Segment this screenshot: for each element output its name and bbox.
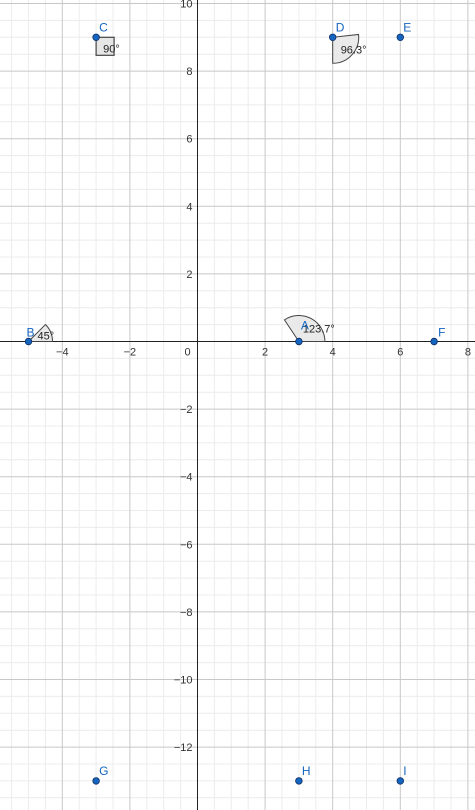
x-tick-label: 4 — [330, 347, 336, 359]
x-tick-label: −4 — [56, 347, 69, 359]
point-e[interactable] — [396, 33, 404, 41]
angle-label-d: 96.3° — [341, 44, 367, 56]
y-tick-label: −2 — [180, 404, 193, 416]
x-tick-label: 2 — [262, 347, 268, 359]
point-label-c: C — [99, 20, 108, 34]
point-a[interactable] — [295, 337, 303, 346]
point-label-b: B — [27, 326, 35, 340]
y-tick-label: −8 — [180, 607, 193, 619]
angle-label-b: 45° — [38, 331, 55, 343]
y-tick-label: 2 — [186, 269, 192, 281]
x-tick-label: 8 — [465, 347, 471, 359]
y-tick-label: −10 — [174, 675, 193, 687]
point-label-e: E — [403, 20, 411, 34]
angle-label-a: 123.7° — [303, 324, 335, 336]
point-g[interactable] — [92, 777, 100, 785]
point-d[interactable] — [329, 33, 337, 41]
y-tick-label: 4 — [186, 201, 192, 213]
x-tick-label: 6 — [397, 347, 403, 359]
y-tick-label: 10 — [180, 0, 192, 11]
point-f[interactable] — [430, 337, 438, 346]
point-label-a: A — [301, 319, 309, 333]
angle-label-c: 90° — [103, 43, 120, 55]
points[interactable]: A B C D E F G H I — [24, 20, 445, 785]
y-tick-label: 8 — [186, 66, 192, 78]
tick-labels: −4 −2 0 2 4 6 8 10 8 6 4 2 −2 −4 −6 −8 −10 −12 — [56, 0, 471, 754]
point-label-i: I — [403, 764, 406, 778]
point-label-f: F — [438, 326, 445, 340]
angle-marker-d[interactable] — [332, 33, 360, 64]
y-tick-label: −12 — [174, 742, 193, 754]
x-tick-label: −2 — [124, 347, 137, 359]
angle-marker-b[interactable] — [27, 323, 54, 342]
point-label-g: G — [99, 764, 108, 778]
point-h[interactable] — [295, 777, 303, 785]
point-c[interactable] — [92, 33, 100, 41]
x-tick-label: 0 — [184, 347, 190, 359]
y-tick-label: 6 — [186, 134, 192, 146]
point-i[interactable] — [396, 777, 404, 785]
angle-marker-a[interactable] — [283, 315, 326, 342]
point-b[interactable] — [24, 337, 33, 346]
point-label-d: D — [336, 20, 345, 34]
y-tick-label: −4 — [180, 472, 193, 484]
angle-marker-c[interactable] — [95, 36, 115, 56]
angle-markers[interactable]: 90° 96.3° 123.7° 45° — [27, 33, 367, 343]
point-label-h: H — [302, 764, 311, 778]
y-tick-label: −6 — [180, 539, 193, 551]
